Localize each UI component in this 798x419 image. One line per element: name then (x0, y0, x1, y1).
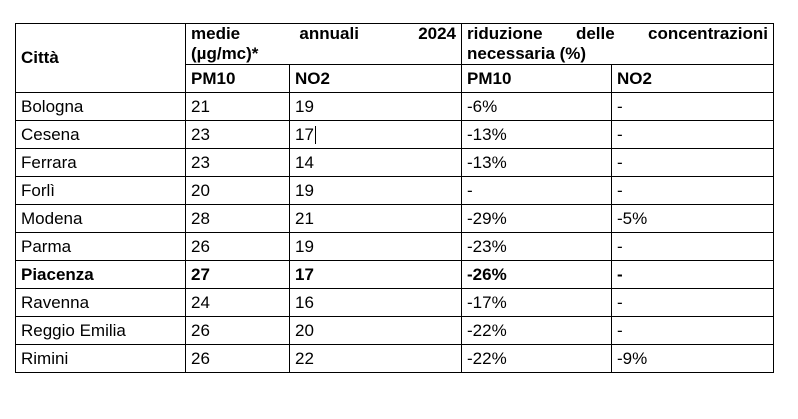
text-cursor (314, 126, 316, 145)
pm10-cell: 24 (185, 288, 290, 317)
pm10-reduction-cell: -13% (461, 148, 613, 177)
pm10-reduction-cell: -13% (461, 120, 613, 149)
pm10-reduction-cell: -22% (461, 344, 613, 373)
no2-reduction-cell: -9% (611, 344, 775, 373)
pm10-reduction-cell: - (461, 176, 613, 205)
no2-reduction-cell: - (611, 148, 775, 177)
no2-cell: 16 (288, 288, 463, 317)
city-cell: Modena (15, 204, 186, 233)
pm10-cell: 26 (185, 316, 290, 345)
reduction-word: riduzione (467, 24, 543, 44)
table-row: Piacenza 27 17 -26% - (15, 260, 775, 289)
pm10-cell: 27 (185, 260, 290, 289)
reduction-word: concentrazioni (648, 24, 769, 44)
no2-cell: 14 (288, 148, 463, 177)
no2-cell: 22 (288, 344, 463, 373)
annual-averages-word: medie (191, 24, 241, 44)
city-cell: Cesena (15, 120, 186, 149)
table-row: Reggio Emilia 26 20 -22% - (15, 316, 775, 345)
pm10-reduction-cell: -22% (461, 316, 613, 345)
annual-averages-word: 2024 (418, 24, 457, 44)
annual-averages-word: annuali (299, 24, 359, 44)
no2-cell: 19 (288, 232, 463, 261)
reduction-word: delle (575, 24, 615, 44)
no2-reduction-cell: - (611, 92, 775, 121)
pm10-cell: 26 (185, 232, 290, 261)
table-row: Rimini 26 22 -22% -9% (15, 344, 775, 373)
table-row: Cesena 23 17 -13% - (15, 120, 775, 149)
no2-reduction-cell: -5% (611, 204, 775, 233)
city-cell: Ferrara (15, 148, 186, 177)
table-row: Bologna 21 19 -6% - (15, 92, 775, 121)
city-cell: Forlì (15, 176, 186, 205)
table-row: Forlì 20 19 - - (15, 176, 775, 205)
table-row: Ferrara 23 14 -13% - (15, 148, 775, 177)
no2-cell: 17 (288, 260, 463, 289)
no2-value: 17 (295, 124, 314, 144)
no2-average-header: NO2 (288, 64, 463, 93)
no2-reduction-cell: - (611, 316, 775, 345)
header-row-sub: PM10 NO2 PM10 NO2 (16, 64, 775, 93)
no2-cell[interactable]: 17 (288, 120, 463, 149)
no2-reduction-header: NO2 (611, 64, 775, 93)
header-row-top: Città medie annuali 2024 (µg/mc)* riduzi… (15, 23, 775, 93)
pm10-reduction-header: PM10 (461, 64, 613, 93)
pm10-cell: 28 (185, 204, 290, 233)
city-cell: Bologna (15, 92, 186, 121)
pm10-reduction-cell: -29% (461, 204, 613, 233)
city-cell: Parma (15, 232, 186, 261)
no2-reduction-cell: - (611, 120, 775, 149)
no2-reduction-cell: - (611, 288, 775, 317)
city-cell: Rimini (15, 344, 186, 373)
pm10-cell: 20 (185, 176, 290, 205)
annual-averages-header: medie annuali 2024 (µg/mc)* (184, 23, 463, 65)
air-quality-table: Città medie annuali 2024 (µg/mc)* riduzi… (15, 23, 775, 373)
reduction-unit: necessaria (%) (467, 44, 587, 63)
pm10-reduction-cell: -17% (461, 288, 613, 317)
table-row: Parma 26 19 -23% - (15, 232, 775, 261)
no2-cell: 21 (288, 204, 463, 233)
pm10-reduction-cell: -6% (461, 92, 613, 121)
pm10-cell: 26 (185, 344, 290, 373)
no2-cell: 20 (288, 316, 463, 345)
pm10-cell: 23 (185, 148, 290, 177)
city-cell: Reggio Emilia (15, 316, 186, 345)
reduction-header: riduzione delle concentrazioni necessari… (461, 23, 775, 65)
no2-reduction-cell: - (611, 260, 775, 289)
pm10-reduction-cell: -26% (461, 260, 613, 289)
no2-reduction-cell: - (611, 232, 775, 261)
pm10-reduction-cell: -23% (461, 232, 613, 261)
city-cell: Ravenna (15, 288, 186, 317)
pm10-average-header: PM10 (185, 64, 290, 93)
table-row: Modena 28 21 -29% -5% (15, 204, 775, 233)
no2-cell: 19 (288, 92, 463, 121)
pm10-cell: 21 (185, 92, 290, 121)
table-row: Ravenna 24 16 -17% - (15, 288, 775, 317)
no2-cell: 19 (288, 176, 463, 205)
pm10-cell: 23 (185, 120, 290, 149)
city-cell: Piacenza (15, 260, 186, 289)
city-column-header: Città (15, 23, 186, 93)
annual-averages-unit: (µg/mc)* (191, 44, 259, 63)
no2-reduction-cell: - (611, 176, 775, 205)
